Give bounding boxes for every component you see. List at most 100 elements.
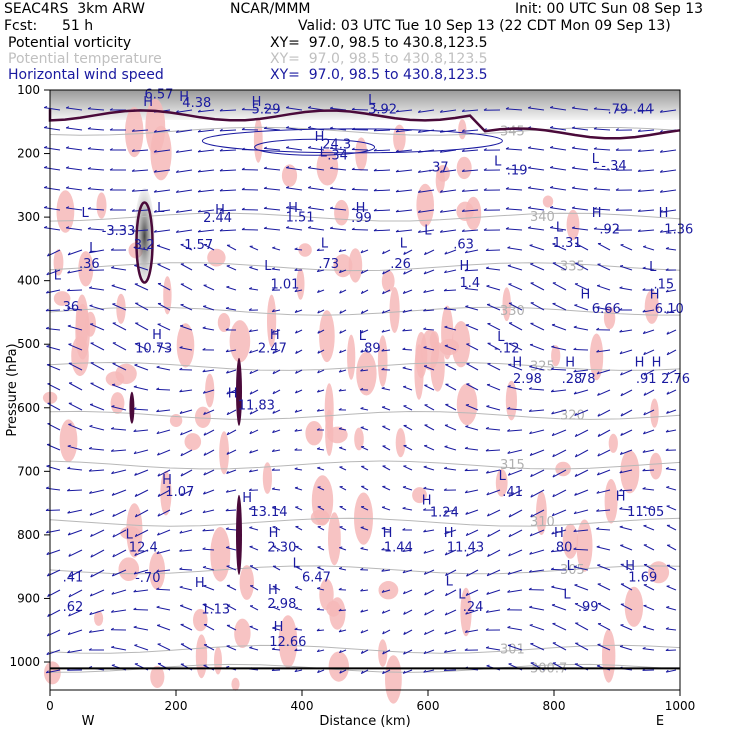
wind-arrowhead: [445, 572, 448, 576]
wind-arrowhead: [423, 290, 427, 293]
wind-arrowhead: [226, 391, 229, 395]
wind-vector: [597, 583, 611, 591]
wind-vector: [133, 626, 149, 631]
wind-arrowhead: [527, 106, 532, 109]
wind-arrowhead: [179, 410, 183, 414]
wind-vector: [133, 589, 149, 593]
wind-vector: [638, 189, 655, 192]
wind-vector: [485, 428, 501, 431]
wind-vector: [203, 585, 215, 591]
wind-arrowhead: [643, 392, 647, 396]
wind-vector: [46, 444, 61, 451]
wind-vector: [67, 325, 83, 331]
wind-vector: [465, 249, 479, 254]
wind-vector: [403, 445, 413, 451]
wind-arrowhead: [272, 429, 275, 433]
wind-arrowhead: [133, 571, 137, 575]
wind-arrowhead: [67, 510, 71, 514]
wind-vector: [154, 209, 171, 213]
model-title: SEAC4RS 3km ARW: [4, 1, 145, 17]
wind-arrowhead: [373, 228, 377, 232]
wind-arrowhead: [666, 410, 669, 414]
wind-vector: [620, 624, 633, 631]
wind-arrowhead: [263, 186, 268, 189]
wind-vector: [573, 349, 589, 351]
wind-arrowhead: [642, 487, 646, 490]
wind-arrowhead: [67, 324, 71, 327]
wind-vector: [529, 388, 545, 391]
wind-vector: [423, 549, 435, 554]
wind-vector: [156, 245, 171, 251]
wind-arrowhead: [620, 393, 623, 397]
wind-arrowhead: [620, 544, 624, 546]
wind-vector: [249, 389, 259, 395]
wind-vector: [66, 107, 83, 111]
wind-arrowhead: [180, 452, 183, 457]
wind-arrowhead: [316, 389, 320, 393]
wind-vector: [157, 643, 171, 651]
wind-arrowhead: [65, 146, 70, 149]
wind-vector: [272, 449, 281, 452]
extremum-label: 1.13: [201, 603, 230, 618]
wind-arrowhead: [596, 490, 600, 494]
wind-arrowhead: [643, 351, 646, 355]
wind-arrowhead: [423, 271, 427, 275]
wind-arrowhead: [403, 271, 406, 275]
wind-arrowhead: [423, 486, 427, 489]
wind-vector: [445, 404, 457, 411]
wind-vector: [219, 129, 237, 132]
wind-vector: [551, 568, 567, 571]
wind-vector: [465, 324, 479, 331]
wind-arrowhead: [381, 610, 385, 614]
wind-arrowhead: [44, 146, 48, 149]
wind-vector: [226, 286, 237, 291]
wind-vector: [66, 147, 83, 151]
wind-vector: [552, 429, 567, 437]
wind-arrowhead: [87, 106, 91, 110]
extremum-label: H: [625, 559, 635, 574]
wind-arrowhead: [423, 529, 427, 533]
wind-arrowhead: [44, 186, 48, 189]
wind-arrowhead: [203, 411, 206, 415]
field-3-name: Horizontal wind speed: [8, 67, 164, 83]
wind-vector: [528, 107, 545, 111]
wind-arrowhead: [307, 106, 312, 109]
wind-arrowhead: [550, 126, 554, 129]
wind-vector: [466, 569, 479, 577]
wind-arrowhead: [483, 188, 487, 191]
wind-vector: [133, 569, 149, 575]
wind-vector: [462, 109, 479, 112]
wind-arrowhead: [461, 169, 465, 172]
pv-shade-blob: [334, 199, 349, 226]
wind-arrowhead: [111, 266, 115, 269]
wind-vector: [381, 329, 391, 333]
wind-arrowhead: [219, 108, 223, 112]
wind-vector: [574, 429, 589, 438]
wind-arrowhead: [156, 387, 160, 390]
wind-vector: [132, 229, 149, 232]
wind-vector: [203, 389, 215, 394]
wind-vector: [157, 449, 171, 456]
pv-shade-blob: [389, 287, 400, 333]
wind-arrowhead: [529, 244, 533, 246]
wind-vector: [530, 489, 545, 498]
wind-arrowhead: [593, 167, 597, 170]
wind-arrowhead: [395, 209, 399, 213]
wind-vector: [638, 129, 655, 132]
wind-arrowhead: [382, 251, 385, 255]
wind-arrowhead: [464, 490, 468, 494]
wind-arrowhead: [461, 129, 465, 132]
wind-arrowhead: [202, 347, 206, 351]
wind-arrowhead: [665, 448, 669, 451]
wind-vector: [338, 568, 347, 571]
extremum-label: H: [269, 526, 279, 541]
pv-shade-blob: [354, 427, 364, 451]
extremum-label: 1.07: [165, 485, 194, 500]
wind-vector: [317, 369, 325, 374]
wind-vector: [272, 329, 281, 334]
wind-arrowhead: [46, 651, 50, 655]
wind-vector: [112, 342, 127, 351]
wind-vector: [361, 465, 369, 471]
wind-vector: [111, 469, 127, 475]
wind-arrowhead: [461, 149, 465, 152]
